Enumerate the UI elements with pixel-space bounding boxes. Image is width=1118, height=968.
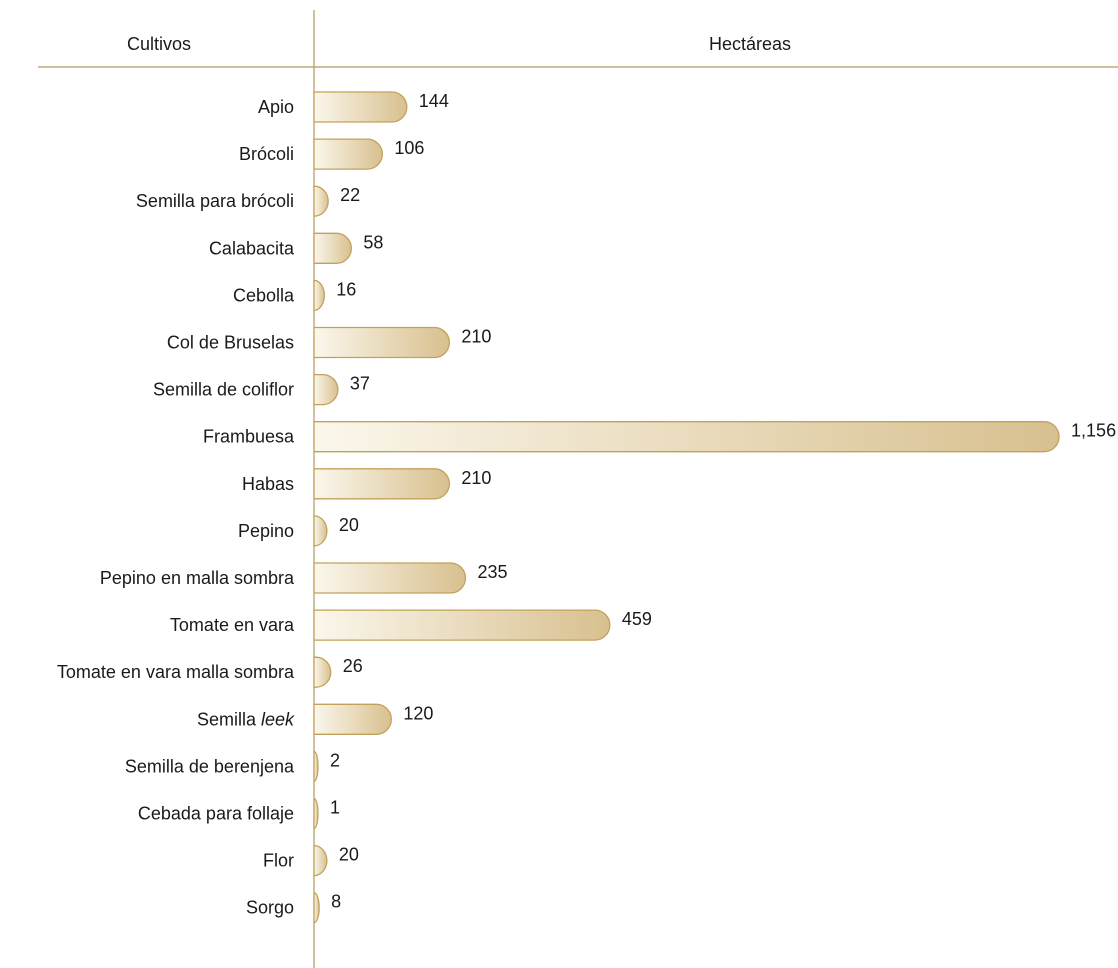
value-label: 8 bbox=[331, 892, 341, 912]
category-label: Cebada para follaje bbox=[138, 804, 294, 824]
value-label: 210 bbox=[461, 468, 491, 488]
bar bbox=[313, 844, 328, 877]
bar bbox=[313, 326, 450, 359]
bar bbox=[313, 468, 450, 500]
bar bbox=[313, 797, 319, 830]
category-label: Flor bbox=[263, 851, 294, 871]
bar bbox=[313, 703, 392, 735]
bar bbox=[313, 373, 339, 406]
category-label: Tomate en vara bbox=[170, 615, 295, 635]
category-label: Apio bbox=[258, 97, 294, 117]
bar bbox=[313, 232, 352, 264]
bar bbox=[313, 750, 319, 783]
category-label: Cebolla bbox=[233, 285, 295, 305]
category-label: Brócoli bbox=[239, 144, 294, 164]
value-label: 22 bbox=[340, 185, 360, 205]
value-label: 210 bbox=[461, 327, 491, 347]
value-label: 459 bbox=[622, 609, 652, 629]
value-label: 120 bbox=[403, 703, 433, 723]
value-label: 1 bbox=[330, 798, 340, 818]
bar bbox=[313, 656, 332, 688]
category-header: Cultivos bbox=[127, 34, 191, 54]
category-label: Pepino en malla sombra bbox=[100, 568, 295, 588]
category-label: Semilla leek bbox=[197, 709, 295, 729]
value-label: 144 bbox=[419, 91, 449, 111]
bar bbox=[313, 279, 325, 312]
bar bbox=[313, 421, 1060, 453]
bar bbox=[313, 91, 408, 123]
category-label: Tomate en vara malla sombra bbox=[57, 662, 295, 682]
bar bbox=[313, 562, 467, 594]
value-label: 26 bbox=[343, 656, 363, 676]
value-label: 2 bbox=[330, 750, 340, 770]
value-label: 58 bbox=[363, 232, 383, 252]
category-label: Col de Bruselas bbox=[167, 333, 294, 353]
bar bbox=[313, 138, 383, 170]
value-header: Hectáreas bbox=[709, 34, 791, 54]
category-label: Sorgo bbox=[246, 898, 294, 918]
bar bbox=[313, 185, 329, 217]
value-label: 106 bbox=[394, 138, 424, 158]
category-label: Frambuesa bbox=[203, 427, 295, 447]
bar bbox=[313, 609, 611, 641]
category-label: Semilla para brócoli bbox=[136, 191, 294, 211]
category-label: Semilla de coliflor bbox=[153, 380, 294, 400]
category-label: Calabacita bbox=[209, 238, 295, 258]
bar bbox=[313, 892, 320, 924]
value-label: 20 bbox=[339, 515, 359, 535]
value-label: 235 bbox=[477, 562, 507, 582]
category-label: Pepino bbox=[238, 521, 294, 541]
value-label: 16 bbox=[336, 279, 356, 299]
value-label: 37 bbox=[350, 374, 370, 394]
value-label: 1,156 bbox=[1071, 421, 1116, 441]
category-label: Semilla de berenjena bbox=[125, 756, 295, 776]
bar bbox=[313, 515, 328, 547]
category-label: Habas bbox=[242, 474, 294, 494]
value-label: 20 bbox=[339, 845, 359, 865]
bars-group: Apio 144 Brócoli 106 Semilla para brócoli 22 C… bbox=[57, 91, 1116, 924]
